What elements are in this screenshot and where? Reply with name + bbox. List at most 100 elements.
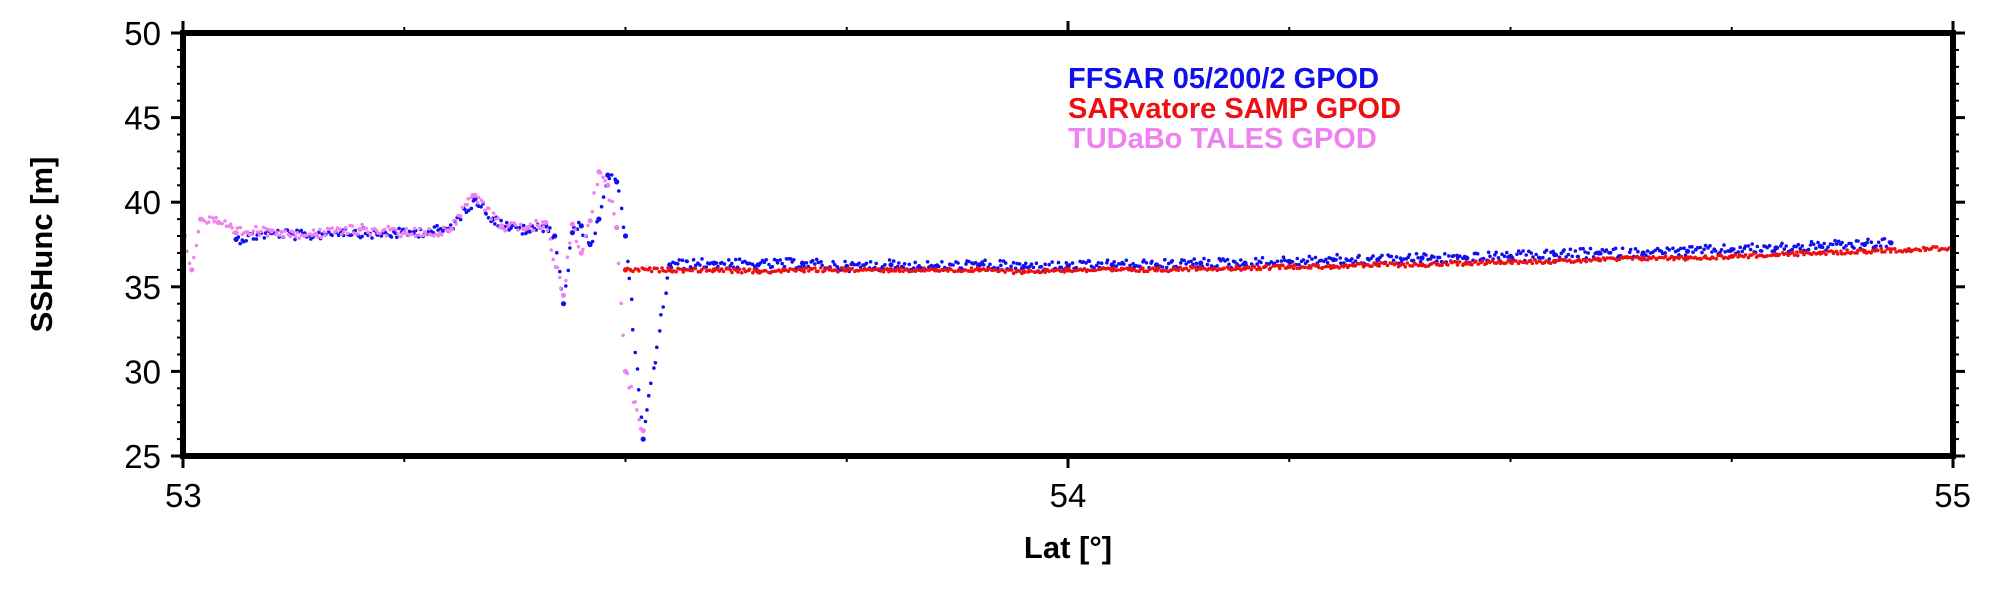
y-tick-label: 50 (124, 15, 161, 52)
data-point (587, 218, 593, 224)
data-point (775, 261, 780, 265)
data-point (1325, 260, 1330, 265)
data-point (586, 223, 590, 228)
data-point (693, 266, 698, 271)
data-point (1281, 263, 1285, 268)
data-point (819, 260, 823, 264)
data-point (636, 388, 641, 392)
data-point (1087, 259, 1092, 264)
data-point (639, 415, 644, 420)
data-point (655, 345, 659, 350)
data-point (1150, 259, 1154, 264)
data-point (1518, 251, 1523, 256)
data-point (898, 266, 903, 271)
data-point (189, 267, 195, 273)
data-point (897, 261, 901, 265)
data-point (583, 233, 588, 238)
data-point (1414, 262, 1418, 267)
data-point (1775, 246, 1780, 250)
data-point (1194, 261, 1199, 266)
data-point (1840, 240, 1844, 245)
data-point (472, 192, 478, 198)
data-point (1081, 260, 1086, 264)
data-point (1259, 260, 1263, 265)
data-point (1474, 259, 1478, 264)
data-point (1011, 260, 1016, 265)
data-point (1253, 256, 1258, 261)
data-point (1225, 257, 1230, 262)
data-point (1743, 244, 1748, 248)
data-point (616, 261, 621, 266)
data-point (466, 208, 471, 213)
data-point (824, 266, 829, 270)
data-point (1677, 256, 1681, 261)
data-point (558, 269, 562, 274)
data-point (469, 195, 474, 200)
data-point (1264, 263, 1269, 268)
data-point (813, 266, 817, 270)
data-point (1275, 263, 1280, 268)
data-point (244, 239, 248, 243)
data-point (389, 235, 394, 239)
data-point (595, 182, 600, 187)
data-point (288, 234, 293, 239)
data-point (534, 218, 538, 223)
data-point (1391, 258, 1396, 263)
data-point (445, 228, 452, 234)
data-point (1544, 259, 1548, 263)
data-point (1440, 263, 1444, 268)
data-point (778, 258, 782, 262)
data-point (1109, 262, 1115, 268)
data-point (1586, 251, 1590, 255)
data-point (251, 229, 256, 233)
data-point (489, 217, 493, 221)
data-point (223, 219, 227, 223)
data-point (1940, 247, 1945, 251)
data-point (1212, 266, 1217, 271)
data-point (1096, 261, 1101, 265)
data-point (637, 417, 642, 422)
data-point (1732, 247, 1736, 251)
data-point (565, 255, 570, 260)
data-point (610, 199, 615, 204)
data-point (410, 232, 414, 236)
data-point (1767, 243, 1772, 248)
data-point (1755, 244, 1760, 249)
data-point (549, 248, 554, 252)
data-point (1628, 247, 1633, 252)
data-point (1682, 246, 1686, 250)
data-point (925, 260, 930, 264)
data-point (1679, 246, 1683, 251)
data-point (342, 229, 346, 234)
data-point (1114, 264, 1118, 269)
data-point (1142, 258, 1146, 263)
data-point (1849, 241, 1853, 246)
data-point (836, 270, 840, 274)
data-point (625, 266, 630, 271)
data-point (902, 262, 907, 266)
data-point (780, 261, 784, 266)
data-point (194, 243, 199, 248)
data-point (730, 261, 734, 266)
data-point (1615, 258, 1619, 263)
data-point (1279, 259, 1284, 263)
data-point (1191, 262, 1195, 267)
data-point (448, 223, 453, 227)
data-point (882, 267, 887, 271)
data-point (1636, 249, 1640, 254)
data-point (1689, 255, 1694, 260)
data-point (1524, 253, 1528, 257)
data-point (568, 246, 572, 250)
data-point (1708, 244, 1712, 248)
data-point (1910, 248, 1915, 253)
data-point (1642, 257, 1647, 262)
data-point (748, 261, 752, 266)
data-point (1844, 244, 1848, 248)
data-point (319, 235, 324, 240)
data-point (1394, 255, 1399, 259)
data-point (1691, 250, 1695, 254)
data-point (531, 228, 536, 233)
data-point (940, 260, 944, 264)
data-point (1380, 253, 1384, 258)
data-point (413, 234, 418, 239)
